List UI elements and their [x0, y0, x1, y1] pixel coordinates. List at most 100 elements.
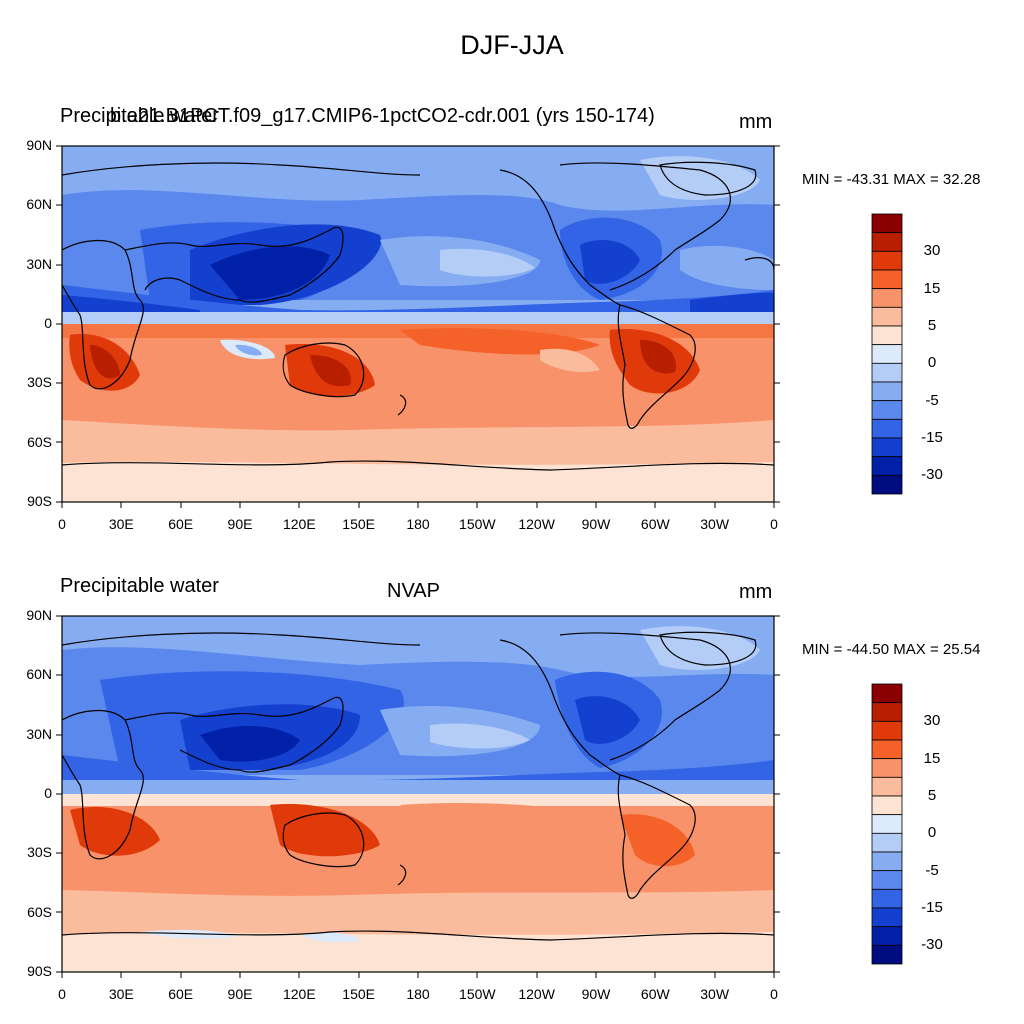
colorbar-swatch	[871, 325, 903, 346]
panel1-units: mm	[739, 111, 773, 133]
lon-tick-label: 150E	[342, 986, 375, 1002]
colorbar-label: 30	[923, 242, 941, 260]
lat-tick-label: 30S	[27, 844, 52, 861]
panel2-center-label: NVAP	[387, 580, 440, 602]
colorbar-swatch	[871, 926, 903, 946]
panel1-colorbar	[871, 213, 903, 495]
lat-tick-label: 30N	[26, 725, 52, 742]
lon-tick-label: 0	[770, 986, 778, 1002]
lon-tick-label: 30E	[108, 516, 134, 532]
lon-tick-label: 180	[406, 986, 430, 1002]
colorbar-label: -15	[921, 429, 943, 446]
lon-tick-label: 150W	[459, 516, 496, 532]
colorbar-label: 15	[923, 279, 941, 297]
lat-tick-label: 90N	[26, 607, 52, 623]
panel2-left-label: Precipitable water	[60, 575, 219, 597]
lat-tick-label: 90N	[26, 137, 52, 153]
figure-title: DJF-JJA	[460, 30, 564, 60]
lon-tick-label: 60E	[168, 986, 194, 1002]
lon-tick-label: 0	[58, 516, 66, 532]
colorbar-swatch	[871, 739, 903, 760]
lon-tick-label: 30W	[700, 986, 730, 1002]
panel1-map	[62, 146, 774, 502]
panel2-units: mm	[739, 581, 773, 603]
colorbar-swatch	[871, 758, 903, 778]
colorbar-label: -30	[921, 936, 943, 954]
lat-tick-label: 90S	[27, 963, 52, 979]
colorbar-label: -5	[925, 391, 939, 409]
colorbar-swatch	[871, 306, 903, 327]
colorbar-label: -30	[921, 466, 943, 484]
lon-tick-label: 90E	[227, 516, 253, 532]
lon-tick-label: 120W	[518, 516, 555, 532]
lon-tick-label: 150W	[459, 986, 496, 1002]
colorbar-label: 0	[927, 824, 937, 842]
colorbar-label: 5	[927, 787, 937, 804]
lon-tick-label: 150E	[342, 516, 375, 532]
colorbar-swatch	[871, 362, 903, 383]
panel1-minmax: MIN = -43.31 MAX = 32.28	[802, 171, 981, 188]
colorbar-swatch	[871, 683, 903, 704]
colorbar-swatch	[871, 250, 903, 271]
colorbar-swatch	[871, 907, 903, 928]
lon-tick-label: 90W	[581, 986, 611, 1002]
lat-tick-label: 30N	[26, 255, 52, 272]
colorbar-swatch	[871, 288, 903, 308]
lon-tick-label: 120W	[518, 986, 555, 1002]
lon-tick-label: 0	[58, 986, 66, 1002]
colorbar-swatch	[871, 437, 903, 458]
colorbar-swatch	[871, 213, 903, 234]
colorbar-swatch	[871, 456, 903, 476]
colorbar-label: -5	[925, 861, 939, 879]
colorbar-swatch	[871, 795, 903, 816]
colorbar-swatch	[871, 944, 903, 965]
lat-tick-label: 60S	[27, 433, 52, 450]
lat-tick-label: 0	[44, 315, 52, 331]
colorbar-swatch	[871, 418, 903, 439]
colorbar-swatch	[871, 344, 903, 364]
colorbar-swatch	[871, 269, 903, 290]
lon-tick-label: 120E	[282, 516, 316, 532]
lat-tick-label: 60N	[26, 196, 52, 213]
lat-tick-label: 90S	[27, 493, 52, 509]
lon-tick-label: 30E	[108, 986, 134, 1002]
lon-tick-label: 60W	[640, 986, 670, 1002]
lon-tick-label: 90W	[581, 516, 611, 532]
colorbar-label: -15	[921, 899, 943, 916]
colorbar-swatch	[871, 400, 903, 420]
colorbar-swatch	[871, 870, 903, 890]
colorbar-swatch	[871, 720, 903, 741]
lon-tick-label: 90E	[227, 986, 253, 1002]
lat-tick-label: 30S	[27, 374, 52, 391]
colorbar-swatch	[871, 888, 903, 909]
colorbar-swatch	[871, 851, 903, 872]
lat-tick-label: 60S	[27, 903, 52, 920]
lon-tick-label: 120E	[282, 986, 316, 1002]
colorbar-swatch	[871, 474, 903, 495]
panel1-ticks	[56, 145, 780, 508]
panel2-colorbar	[871, 683, 903, 965]
lon-tick-label: 30W	[700, 516, 730, 532]
colorbar-label: 30	[923, 712, 941, 730]
panel2-minmax: MIN = -44.50 MAX = 25.54	[802, 641, 981, 658]
colorbar-swatch	[871, 232, 903, 252]
panel1-left-label: Precipitable water	[60, 105, 219, 127]
panel2-map	[62, 616, 774, 972]
colorbar-label: 15	[923, 749, 941, 767]
lon-tick-label: 60W	[640, 516, 670, 532]
colorbar-swatch	[871, 381, 903, 402]
panel2-ticks	[56, 615, 780, 978]
colorbar-swatch	[871, 776, 903, 797]
lon-tick-label: 60E	[168, 516, 194, 532]
lon-tick-label: 0	[770, 516, 778, 532]
colorbar-label: 5	[927, 317, 937, 334]
colorbar-swatch	[871, 832, 903, 853]
lat-tick-label: 60N	[26, 666, 52, 683]
lat-tick-label: 0	[44, 785, 52, 801]
colorbar-label: 0	[927, 354, 937, 372]
panel1-center-label: b.e21.B1PCT.f09_g17.CMIP6-1pctCO2-cdr.00…	[110, 105, 655, 127]
lon-tick-label: 180	[406, 516, 430, 532]
colorbar-swatch	[871, 702, 903, 722]
colorbar-swatch	[871, 814, 903, 834]
